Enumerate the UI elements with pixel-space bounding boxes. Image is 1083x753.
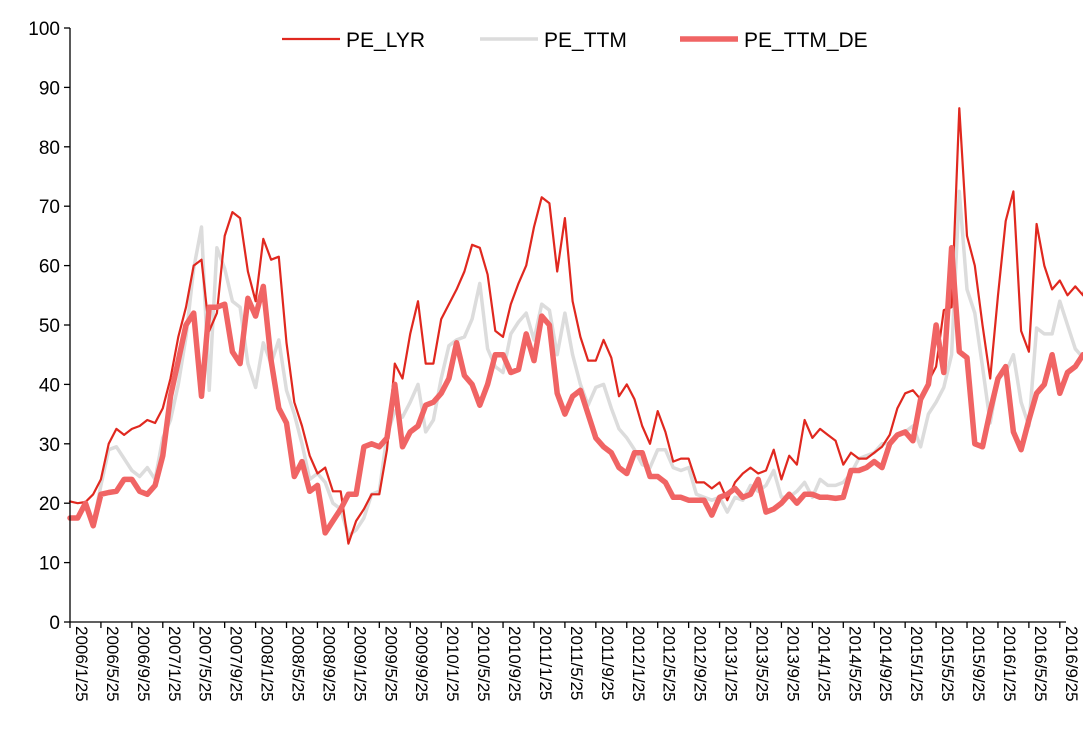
series-lines (67, 107, 1083, 545)
x-axis-ticks: 2006/1/25 2006/5/25 2006/9/25 2007/1/25 2007… (69, 622, 1081, 702)
y-tick-label: 20 (39, 494, 60, 515)
x-tick-label: 2013/9/25 (783, 626, 802, 702)
x-tick-label: 2013/5/25 (752, 626, 771, 702)
x-tick-label: 2016/1/25 (1000, 626, 1019, 702)
x-tick-label: 2006/5/25 (103, 626, 122, 702)
y-tick-label: 80 (39, 138, 60, 159)
x-tick-label: 2007/5/25 (196, 626, 215, 702)
x-tick-label: 2012/5/25 (660, 626, 679, 702)
series-line-pe-ttm (68, 189, 1083, 538)
y-tick-label: 60 (39, 257, 60, 278)
x-tick-label: 2010/1/25 (443, 626, 462, 702)
x-tick-label: 2006/1/25 (72, 626, 91, 702)
y-tick-label: 90 (39, 78, 60, 99)
y-tick-label: 100 (28, 19, 60, 40)
x-tick-label: 2010/5/25 (474, 626, 493, 702)
x-tick-label: 2014/9/25 (876, 626, 895, 702)
y-tick-label: 10 (39, 554, 60, 575)
legend-label: PE_TTM (544, 29, 627, 52)
x-tick-label: 2013/1/25 (722, 626, 741, 702)
y-tick-label: 70 (39, 197, 60, 218)
y-tick-label: 30 (39, 435, 60, 456)
x-tick-label: 2014/5/25 (845, 626, 864, 702)
x-tick-label: 2012/1/25 (629, 626, 648, 702)
x-tick-label: 2015/5/25 (938, 626, 957, 702)
legend-label: PE_TTM_DE (744, 29, 868, 52)
x-tick-label: 2015/1/25 (907, 626, 926, 702)
y-axis-ticks: 0 10 20 30 40 50 60 70 80 90 100 (28, 19, 70, 634)
x-tick-label: 2008/1/25 (258, 626, 277, 702)
series-line-pe-ttm-de (67, 245, 1083, 536)
x-tick-label: 2016/9/25 (1062, 626, 1081, 702)
x-tick-label: 2011/1/25 (536, 626, 555, 700)
x-tick-label: 2009/9/25 (412, 626, 431, 702)
x-tick-label: 2006/9/25 (134, 626, 153, 702)
series-line-pe-lyr (68, 107, 1083, 545)
x-tick-label: 2010/9/25 (505, 626, 524, 702)
x-tick-label: 2016/5/25 (1031, 626, 1050, 702)
y-tick-label: 50 (39, 316, 60, 337)
x-tick-label: 2011/9/25 (598, 626, 617, 700)
legend: PE_LYR PE_TTM PE_TTM_DE (282, 29, 868, 52)
x-tick-label: 2011/5/25 (567, 626, 586, 700)
x-tick-label: 2009/1/25 (350, 626, 369, 702)
x-tick-label: 2009/5/25 (381, 626, 400, 702)
y-tick-label: 0 (49, 613, 60, 634)
legend-label: PE_LYR (346, 29, 425, 52)
x-tick-label: 2008/9/25 (319, 626, 338, 702)
x-tick-label: 2007/9/25 (227, 626, 246, 702)
x-tick-label: 2014/1/25 (814, 626, 833, 702)
x-tick-label: 2015/9/25 (969, 626, 988, 702)
x-tick-label: 2012/9/25 (691, 626, 710, 702)
x-tick-label: 2008/5/25 (289, 626, 308, 702)
x-tick-label: 2007/1/25 (165, 626, 184, 702)
y-tick-label: 40 (39, 375, 60, 396)
